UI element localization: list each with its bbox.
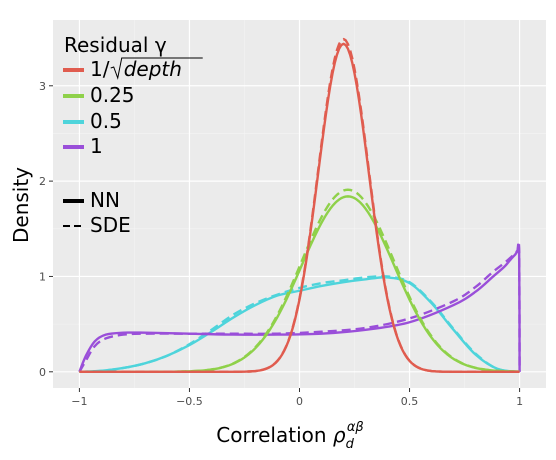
y-tick-label: 3	[39, 80, 46, 93]
series-layer	[78, 37, 521, 373]
x-axis-title-sup: αβ	[347, 420, 364, 435]
series-line-sde	[79, 274, 520, 373]
legend-colour-label: 0.5	[90, 109, 122, 133]
y-axis-title: Density	[9, 167, 33, 243]
x-tick-label: 0	[296, 395, 303, 408]
x-tick-label: 1	[516, 395, 523, 408]
y-tick-label: 0	[39, 366, 46, 379]
legend-linetype-label: NN	[90, 188, 120, 212]
legend-colour-label: 0.25	[90, 83, 135, 107]
legend-colour-title: Residual γ	[64, 33, 167, 57]
series-line-sde	[78, 240, 521, 373]
legend-colour-label: 1/	[90, 57, 110, 81]
y-tick-label: 2	[39, 175, 46, 188]
grid-major	[53, 20, 546, 388]
legend-colour-label: 1	[90, 134, 103, 158]
x-tick-label: −0.5	[176, 395, 203, 408]
legend-linetype-label: SDE	[90, 213, 131, 237]
x-tick-label: 0.5	[401, 395, 419, 408]
radical-sign	[110, 57, 203, 80]
x-tick-label: −1	[71, 395, 87, 408]
x-axis-title: Correlation ρd αβ	[216, 420, 363, 452]
x-axis-title-symbol: ρ	[333, 423, 346, 447]
legend-colour-radicand: depth	[124, 57, 182, 81]
x-axis-title-sub: d	[346, 437, 355, 452]
y-tick-label: 1	[39, 270, 46, 283]
series-line-nn	[78, 243, 521, 373]
x-axis-title-main: Correlation	[216, 423, 333, 447]
series-line-sde	[79, 37, 520, 373]
